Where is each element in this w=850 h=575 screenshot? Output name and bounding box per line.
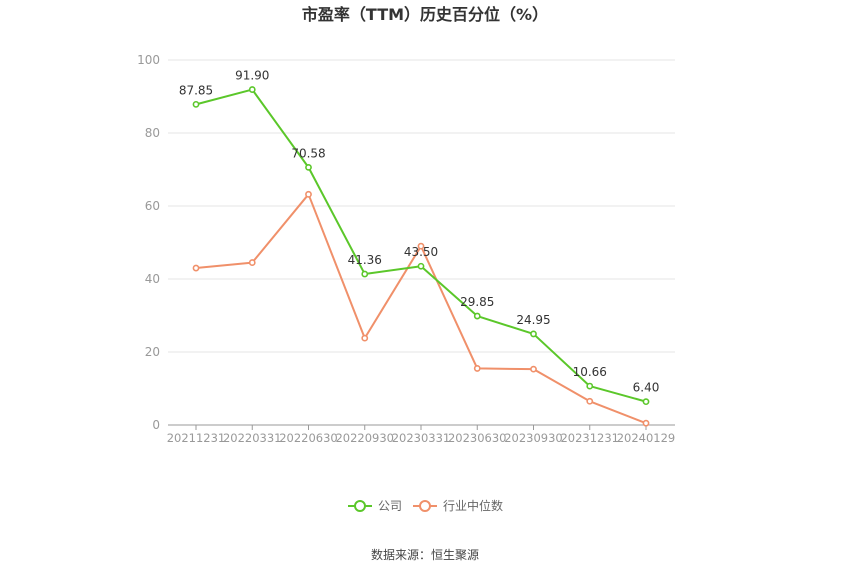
company-data-point [192, 100, 200, 108]
company-data-point [586, 382, 594, 390]
industry-median-data-point [305, 190, 312, 198]
data-label: 70.58 [291, 146, 325, 160]
x-tick-label: 20230331 [392, 431, 451, 445]
data-label: 29.85 [460, 295, 494, 309]
x-tick-label: 20240129 [617, 431, 676, 445]
y-tick-label: 40 [145, 272, 160, 286]
y-tick-label: 100 [137, 53, 160, 67]
x-tick-label: 20230630 [448, 431, 507, 445]
industry-median-data-point [642, 419, 650, 427]
company-data-point [305, 163, 312, 171]
y-tick-label: 60 [145, 199, 160, 213]
company-data-point [642, 398, 650, 406]
x-tick-label: 20211231 [167, 431, 226, 445]
chart-title: 市盈率（TTM）历史百分位（%） [302, 5, 548, 24]
data-label: 43.50 [404, 245, 438, 259]
x-tick-label: 20220930 [335, 431, 394, 445]
industry-median-data-point [192, 264, 200, 272]
industry-median-data-point [473, 365, 481, 372]
data-label: 41.36 [348, 253, 382, 267]
company-data-point [530, 330, 537, 338]
x-tick-label: 20230930 [504, 431, 563, 445]
data-label: 24.95 [516, 313, 550, 327]
y-tick-label: 80 [145, 126, 160, 140]
source-note: 数据来源：恒生聚源 [371, 547, 479, 562]
x-tick-label: 20231231 [560, 431, 619, 445]
series-layer [192, 86, 650, 427]
data-label: 91.90 [235, 69, 269, 83]
industry-median-series-line [195, 193, 647, 425]
y-tick-label: 20 [145, 345, 160, 359]
legend-marker-icon [419, 500, 431, 512]
legend-marker-icon [354, 500, 366, 512]
company-data-point [361, 270, 369, 278]
axes: 0 20 40 60 80 100 2021123120220331202206302022… [137, 53, 675, 445]
industry-median-data-point [530, 365, 537, 373]
x-tick-label: 20220630 [279, 431, 338, 445]
x-tick-label: 20220331 [223, 431, 282, 445]
data-labels: 87.85 91.90 70.58 41.36 43.50 29.85 24.95 10.66… [179, 69, 660, 395]
y-tick-label: 0 [152, 418, 160, 432]
grid-lines [168, 59, 675, 353]
legend-label: 公司 [378, 499, 402, 513]
legend-industry-median: 行业中位数 [413, 498, 503, 513]
data-label: 6.40 [633, 381, 660, 395]
company-data-point [473, 312, 481, 320]
industry-median-data-point [586, 397, 594, 405]
data-label: 10.66 [573, 365, 607, 379]
legend-company: 公司 [348, 499, 402, 513]
company-data-point [417, 262, 425, 270]
legend-label: 行业中位数 [443, 498, 503, 513]
industry-median-data-point [417, 242, 425, 250]
data-label: 87.85 [179, 83, 213, 97]
company-data-point [248, 86, 256, 93]
legend: 公司 行业中位数 [348, 498, 503, 513]
industry-median-data-point [248, 259, 256, 266]
industry-median-data-point [361, 334, 369, 342]
